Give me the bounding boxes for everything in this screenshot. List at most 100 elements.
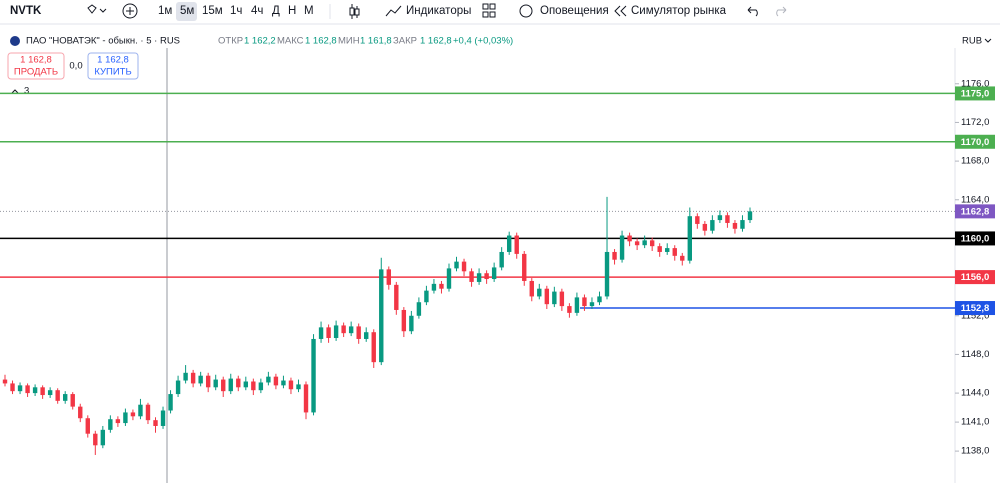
candle-body <box>446 268 452 289</box>
level-label: 1156,0 <box>961 272 990 283</box>
redo-icon[interactable] <box>776 6 787 17</box>
level-label-bg <box>955 270 995 285</box>
candle-body <box>190 372 196 384</box>
candle-body <box>680 255 685 261</box>
layout-icon <box>489 11 496 18</box>
candle-body <box>454 261 459 269</box>
candle-body <box>356 326 361 339</box>
interval-button[interactable]: 15м <box>202 5 223 17</box>
chevron[interactable] <box>99 8 107 13</box>
candle-body <box>747 211 753 221</box>
candle-body <box>567 306 572 313</box>
candle-body <box>627 235 632 242</box>
alerts-button[interactable]: Оповещения <box>540 5 609 17</box>
logo <box>10 36 20 46</box>
candle-body <box>416 302 422 316</box>
candle-body <box>183 372 188 381</box>
low-label: МИН <box>338 36 360 47</box>
candle-body <box>288 380 294 390</box>
candle-body <box>70 394 75 407</box>
candle-body <box>348 326 354 334</box>
candle-body <box>544 288 550 305</box>
simulator-button[interactable]: Симулятор рынка <box>631 5 727 17</box>
buy-label: КУПИТЬ <box>94 67 131 78</box>
candle-body <box>32 387 38 394</box>
interval-button[interactable]: 1м <box>158 5 172 17</box>
candle-body <box>740 220 745 229</box>
candle-body <box>318 327 324 339</box>
candle-body <box>642 240 647 246</box>
undo-icon[interactable] <box>747 6 758 17</box>
candle-body <box>130 412 136 417</box>
candle-body <box>236 378 241 388</box>
collapse-icon[interactable] <box>11 89 19 94</box>
layout-icon[interactable] <box>482 3 489 10</box>
level-label: 1175,0 <box>961 88 990 99</box>
interval-button[interactable]: М <box>304 5 314 17</box>
y-tick-label: 1172,0 <box>961 117 989 128</box>
indicators-button[interactable]: Индикаторы <box>406 5 471 17</box>
candle-body <box>725 215 730 223</box>
level-label: 1152,8 <box>961 303 990 314</box>
candle-body <box>491 267 497 280</box>
interval-button[interactable]: Н <box>288 5 296 17</box>
low-value: 1 161,8 <box>360 36 392 47</box>
candle-body <box>612 251 617 260</box>
candle-body <box>326 327 331 338</box>
candle-body <box>221 379 226 392</box>
candle-body <box>514 235 519 254</box>
instrument-title: ПАО "НОВАТЭК" - обыкн. · 5 · RUS <box>26 36 180 47</box>
candle-body <box>582 297 587 307</box>
flag-icon[interactable] <box>87 4 97 14</box>
y-tick-label: 1144,0 <box>961 388 989 399</box>
candle-body <box>341 325 346 334</box>
candle-body <box>469 271 474 282</box>
add-icon[interactable] <box>122 3 138 19</box>
candle-body <box>649 240 655 247</box>
indicators-icon[interactable] <box>385 5 402 17</box>
candle-body <box>47 390 53 396</box>
open-value: 1 162,2 <box>244 36 276 47</box>
add-plus <box>126 7 134 15</box>
chart-type-body <box>349 7 355 16</box>
symbol[interactable]: NVTK <box>10 5 42 17</box>
candle-body <box>484 273 489 280</box>
candle-body <box>93 433 98 446</box>
y-tick-label: 1168,0 <box>961 156 989 167</box>
candle-body <box>589 302 595 307</box>
price-axis: 1176,0 1172,0 1168,0 1164,0 1152,0 1148,0 1144… <box>955 78 995 457</box>
candle-body <box>409 315 414 332</box>
candle-body <box>138 404 143 417</box>
interval-button[interactable]: 5м <box>180 5 194 17</box>
alert-icon[interactable] <box>519 4 533 18</box>
candle-body <box>461 261 467 272</box>
candle-body <box>619 235 625 260</box>
candle-body <box>100 429 106 446</box>
candle-body <box>431 283 437 291</box>
high-label: МАКС <box>277 36 304 47</box>
candle-body <box>175 380 181 395</box>
interval-button[interactable]: Д <box>272 5 280 17</box>
candle-body <box>386 269 391 285</box>
last-price-bg <box>955 204 995 219</box>
candle-body <box>529 280 534 297</box>
y-tick-label: 1152,0 <box>961 310 989 321</box>
candle-body <box>303 384 309 413</box>
candle-body <box>597 296 602 303</box>
buy-button[interactable] <box>87 52 139 80</box>
open-label: ОТКР <box>218 36 243 47</box>
sell-button[interactable] <box>7 52 65 80</box>
buy-price: 1 162,8 <box>97 55 129 66</box>
candle-body <box>672 248 677 256</box>
candle-body <box>85 418 90 434</box>
interval-button[interactable]: 4ч <box>251 5 263 17</box>
candle-body <box>17 385 23 392</box>
candle-body <box>552 291 557 305</box>
currency[interactable]: RUB <box>962 36 982 47</box>
interval-button[interactable]: 1ч <box>230 5 242 17</box>
close-label: ЗАКР <box>393 36 417 47</box>
replay-icon[interactable] <box>614 5 627 17</box>
candle-body <box>273 376 279 386</box>
candle-body <box>258 382 264 391</box>
